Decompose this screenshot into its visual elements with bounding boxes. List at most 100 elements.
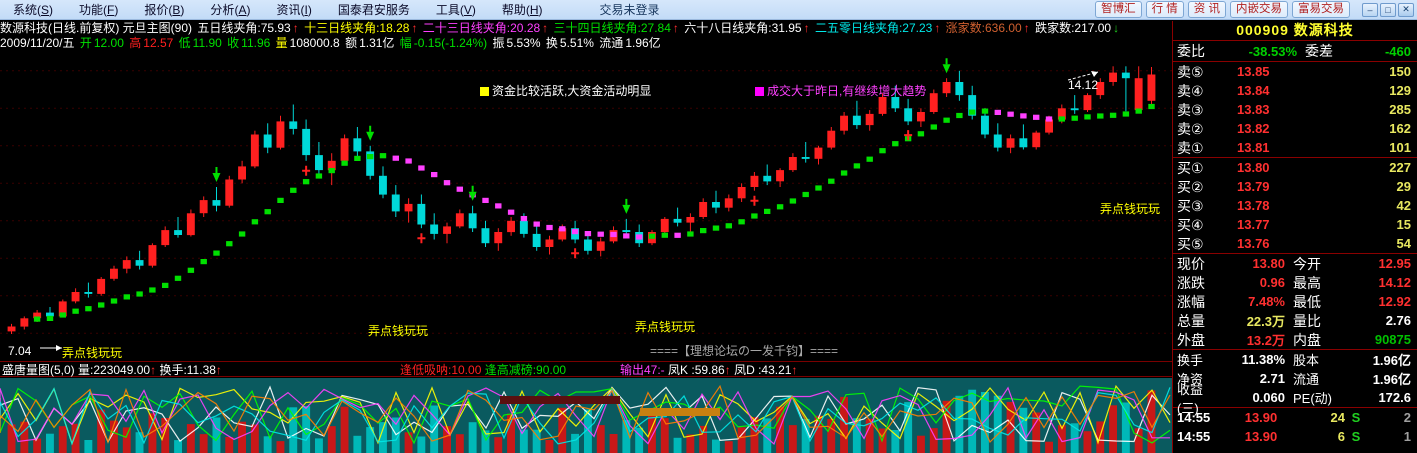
stat-value-2: 14.12 (1378, 275, 1411, 290)
menu-key: S (41, 2, 50, 17)
ohlc-label-5: 额 (345, 36, 358, 50)
stat-label: 涨跌 (1177, 274, 1205, 291)
bid-price: 13.80 (1237, 160, 1270, 175)
tick-qty: 24 (1330, 410, 1345, 425)
quote-panel: 000909 数源科技 委比 -38.53% 委差 -460 卖⑤ 13.85 15… (1172, 21, 1417, 453)
menu-item-guotai-service[interactable]: 国泰君安服务 (325, 0, 423, 20)
menu-label: 资讯 (276, 2, 301, 17)
stock-name: 数源科技 (1293, 22, 1354, 38)
stat-value: 13.80 (1252, 256, 1285, 271)
menu-key: V (463, 2, 472, 17)
fundamental-label-2: 流通 (1293, 372, 1320, 387)
fundamental-label: 净资 (1177, 372, 1204, 387)
toolbar-button-fuyi-trade[interactable]: 富易交易 (1292, 1, 1350, 18)
toolbar-button-embedded-trade[interactable]: 内嵌交易 (1230, 1, 1288, 18)
chart-annotation: 成交大于昨日,有继续增大趋势 (755, 82, 926, 99)
ohlc-label-0: 开 (79, 36, 92, 50)
stat-label-2: 内盘 (1293, 331, 1321, 348)
ask-qty: 101 (1389, 140, 1411, 155)
chart-annotation: 弄点钱玩玩 (1100, 200, 1160, 217)
vol-right-2: 凤D :43.21 (734, 363, 792, 377)
toolbar-button-zhibohui[interactable]: 智博汇 (1095, 1, 1142, 18)
vol-indicator-name: 盛唐量图(5,0) (2, 363, 75, 377)
fundamental-label-2: 股本 (1293, 353, 1320, 368)
menu-item-help[interactable]: 帮助(H) (501, 2, 543, 17)
ask-row: 卖③ 13.83 285 (1173, 100, 1417, 119)
vol-mid-0: 逢低吸呐:10.00 (400, 363, 482, 377)
close-icon[interactable]: ✕ (1398, 2, 1414, 17)
stat-row: 涨跌 0.96 最高 14.12 (1173, 273, 1417, 292)
stat-value: 0.96 (1259, 275, 1285, 290)
ohlc-value-5: 1.31亿 (359, 36, 395, 50)
main-candlestick-chart[interactable] (0, 52, 1172, 360)
indicator-arrow-3: ↑ (672, 21, 679, 35)
ohlc-value-1: 12.57 (143, 36, 174, 50)
menu-label: 系统 (13, 2, 38, 17)
weibi-row: 委比 -38.53% 委差 -460 (1173, 41, 1417, 61)
divider (1173, 157, 1417, 158)
bid-price: 13.78 (1237, 198, 1270, 213)
chart-annotation: 弄点钱玩玩 (62, 344, 122, 361)
stock-code: 000909 (1236, 22, 1289, 38)
menu-item-analysis[interactable]: 分析(A) (210, 2, 251, 17)
tick-time: 14:55 (1177, 410, 1211, 425)
stat-label-2: 最低 (1293, 293, 1321, 310)
chart-annotation: 资金比较活跃,大资金活动明显 (480, 82, 651, 99)
ask-price: 13.84 (1237, 83, 1270, 98)
ask-label: 卖② (1177, 120, 1204, 137)
ask-price: 13.82 (1237, 121, 1270, 136)
ohlc-value-9: 1.96亿 (625, 36, 661, 50)
menu-label: 功能 (79, 2, 104, 17)
stat-row: 涨幅 7.48% 最低 12.92 (1173, 292, 1417, 311)
minimize-icon[interactable]: – (1362, 2, 1378, 17)
tick-qty: 6 (1337, 429, 1345, 444)
menu-label: 帮助 (501, 2, 526, 17)
ohlc-value-2: 11.90 (192, 36, 222, 50)
weibi-label: 委比 (1177, 43, 1205, 59)
indicator-4: 六十八日线夹角:31.95 (684, 21, 802, 35)
ohlc-label-4: 量 (275, 36, 288, 50)
tick-row: 14:55 13.90 6 S 1 (1173, 427, 1417, 446)
divider (1173, 61, 1417, 62)
indicator-arrow-1: ↑ (411, 21, 418, 35)
tick-side: S (1351, 410, 1361, 425)
annotation-text: 弄点钱玩玩 (1100, 202, 1161, 216)
bid-label: 买⑤ (1177, 235, 1204, 252)
volume-svg (0, 378, 1172, 453)
ohlc-label-7: 振 (492, 36, 505, 50)
ohlc-value-6: -0.15(-1.24%) (413, 36, 488, 50)
vol-right-arrow-1: ↑ (724, 363, 731, 377)
ask-row: 卖⑤ 13.85 150 (1173, 62, 1417, 81)
volume-chart[interactable] (0, 378, 1172, 453)
annotation-text: ====【理想论坛の一发千钧】==== (650, 344, 839, 358)
vol-arrow-1: ↑ (215, 363, 222, 377)
ask-rows: 卖⑤ 13.85 150 卖④ 13.84 129 卖③ 13.83 285 卖② 13.82 162… (1173, 62, 1417, 157)
weicha-value: -460 (1384, 43, 1411, 59)
menu-item-news[interactable]: 资讯(I) (276, 2, 312, 17)
fundamental-value: 11.38% (1241, 352, 1285, 367)
chart-title: 数源科技(日线.前复权) 元旦主图(90) (0, 21, 193, 35)
ohlc-value-0: 12.00 (93, 36, 124, 50)
quote-title: 000909 数源科技 (1173, 21, 1417, 40)
stat-row: 现价 13.80 今开 12.95 (1173, 254, 1417, 273)
menu-item-system[interactable]: 系统(S) (13, 2, 54, 17)
bid-rows: 买① 13.80 227 买② 13.79 29 买③ 13.78 42 买④ 13.77 15 买⑤ 1… (1173, 158, 1417, 253)
menu-item-function[interactable]: 功能(F) (79, 2, 119, 17)
indicator-3: 三十四日线夹角:27.84 (553, 21, 671, 35)
maximize-icon[interactable]: □ (1380, 2, 1396, 17)
toolbar-button-quotes[interactable]: 行 情 (1145, 1, 1184, 18)
menu-item-tools[interactable]: 工具(V) (435, 2, 476, 17)
bid-price: 13.79 (1237, 179, 1270, 194)
bid-label: 买① (1177, 159, 1204, 176)
chart-annotation: 弄点钱玩玩 (635, 318, 695, 335)
stat-label: 总量 (1177, 312, 1205, 329)
tick-price: 13.90 (1244, 429, 1278, 444)
indicator-6: 涨家数:636.00 (945, 21, 1022, 35)
bid-label: 买③ (1177, 197, 1204, 214)
menu-item-quotes[interactable]: 报价(B) (144, 2, 185, 17)
toolbar-button-news[interactable]: 资 讯 (1187, 1, 1226, 18)
annotation-text: 14.12 (1068, 78, 1099, 92)
vol-arrow-0: ↑ (150, 363, 157, 377)
ohlc-label-6: 幅 (399, 36, 412, 50)
